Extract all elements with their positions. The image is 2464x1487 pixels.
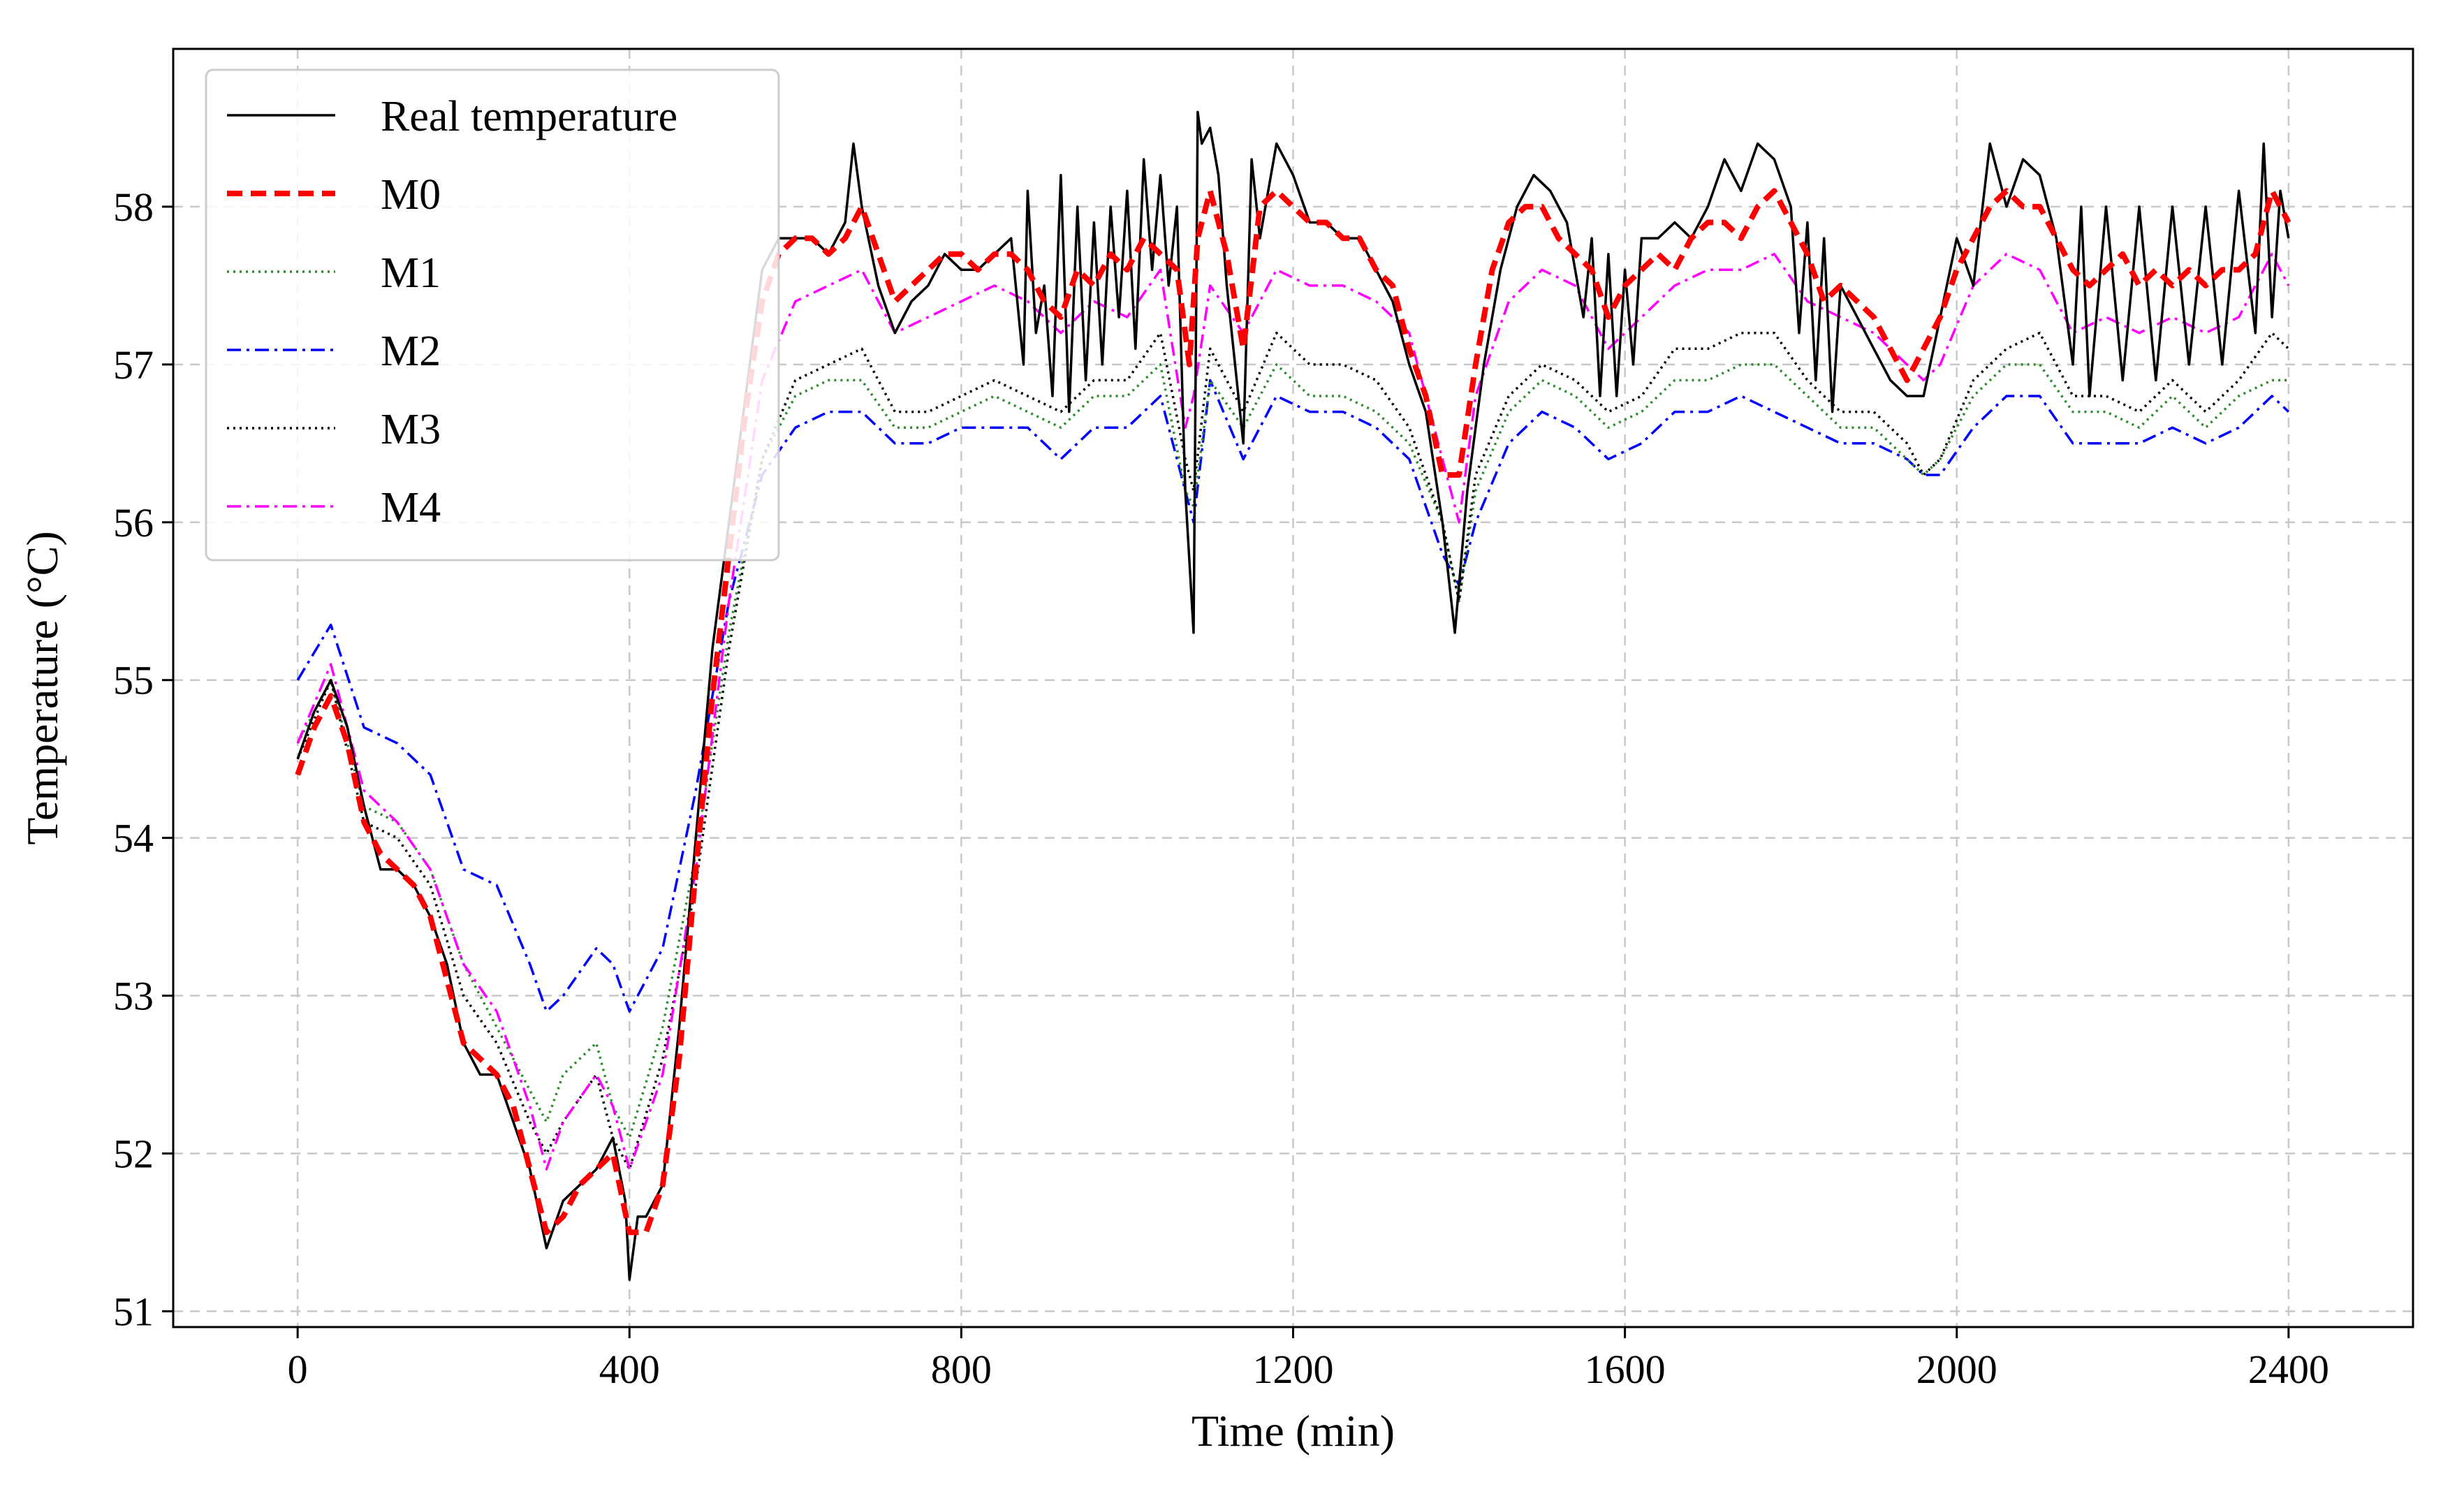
legend-label-m1: M1 (381, 249, 441, 297)
series-line-m4 (296, 252, 2290, 1171)
y-tick-label: 58 (113, 184, 154, 230)
x-tick-label: 1200 (1253, 1347, 1334, 1392)
x-tick-label: 2400 (2248, 1347, 2329, 1392)
y-tick-label: 55 (113, 658, 154, 703)
series-line-real-temperature (296, 110, 2290, 1281)
x-tick-label: 2000 (1916, 1347, 1997, 1392)
legend-label-m0: M0 (381, 171, 441, 219)
x-tick-label: 400 (599, 1347, 660, 1392)
y-tick-label: 57 (113, 342, 154, 388)
y-tick-label: 54 (113, 816, 154, 861)
y-tick-label: 53 (113, 974, 154, 1019)
series-line-m0 (295, 188, 2291, 1236)
legend-label-m3: M3 (381, 406, 441, 453)
legend-label-m2: M2 (381, 328, 441, 375)
legend: Real temperature M0 M1 M2 M3 M4 (205, 68, 780, 562)
x-tick-label: 800 (931, 1347, 992, 1392)
y-axis-title: Temperature (°C) (17, 531, 67, 844)
ticks-layer: 0 400 800 1200 1600 2000 2400 51 52 53 54 55 56 57 58 (113, 184, 2329, 1392)
y-tick-label: 51 (113, 1289, 154, 1334)
series-layer (295, 110, 2291, 1281)
series-line-m3 (296, 331, 2290, 1171)
x-axis-title: Time (min) (1191, 1406, 1395, 1456)
legend-box (205, 68, 780, 562)
legend-label-real-temperature: Real temperature (381, 93, 677, 140)
legend-label-m4: M4 (381, 484, 441, 532)
x-tick-label: 1600 (1585, 1347, 1666, 1392)
y-tick-label: 56 (113, 500, 154, 545)
x-tick-label: 0 (288, 1347, 308, 1392)
y-tick-label: 52 (113, 1131, 154, 1176)
